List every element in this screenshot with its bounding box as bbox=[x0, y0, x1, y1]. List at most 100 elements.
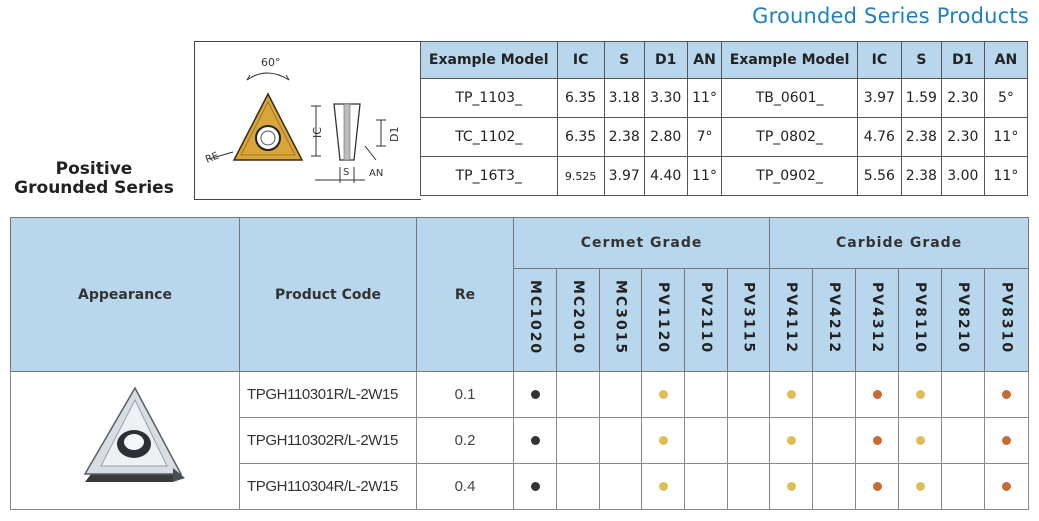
grade-cell bbox=[684, 463, 728, 510]
product-table-body: TPGH110301R/L-2W15 0.1 TPGH110302R/L-2W15 0… bbox=[10, 371, 1030, 510]
grade-cell bbox=[812, 417, 857, 464]
grade-cell bbox=[513, 371, 557, 418]
grade-cell bbox=[812, 463, 857, 510]
insert-geometry-diagram: 60° RE IC D1 S AN bbox=[194, 41, 421, 200]
spec-cell: 6.35 bbox=[556, 78, 605, 118]
grade-header: PV2110 bbox=[684, 268, 728, 372]
series-label: Positive Grounded Series bbox=[4, 160, 184, 198]
re-value: 0.1 bbox=[416, 371, 514, 418]
product-code: TPGH110304R/L-2W15 bbox=[239, 463, 417, 510]
d1-label: D1 bbox=[388, 127, 401, 142]
product-table: Appearance Product Code Re Cermet Grade … bbox=[10, 217, 1030, 510]
spec-cell: 11° bbox=[686, 156, 723, 196]
grade-label: PV3115 bbox=[740, 281, 757, 355]
grade-label: PV8210 bbox=[955, 281, 972, 355]
series-label-line1: Positive bbox=[55, 159, 133, 179]
spec-cell: 3.97 bbox=[603, 156, 645, 196]
gold-dot-icon bbox=[915, 435, 925, 445]
spec-cell: TP_16T3_ bbox=[420, 156, 558, 196]
spec-cell: TP_1103_ bbox=[420, 78, 558, 118]
product-row: TPGH110304R/L-2W15 0.4 bbox=[11, 463, 1030, 510]
appearance-header: Appearance bbox=[10, 217, 240, 372]
product-row: TPGH110301R/L-2W15 0.1 bbox=[10, 371, 1030, 510]
product-code: TPGH110301R/L-2W15 bbox=[239, 371, 417, 418]
gold-dot-icon bbox=[915, 481, 925, 491]
grade-cell bbox=[599, 463, 642, 510]
re-value: 0.4 bbox=[416, 463, 514, 510]
spec-cell: 3.97 bbox=[856, 78, 902, 118]
spec-cell: 2.80 bbox=[643, 117, 688, 157]
grade-label: PV2110 bbox=[698, 281, 714, 355]
spec-cell: 9.525 bbox=[556, 156, 605, 196]
grade-label: PV8110 bbox=[912, 281, 929, 355]
gold-dot-icon bbox=[915, 389, 925, 399]
insert-base bbox=[85, 474, 179, 482]
spec-table: Example Model IC S D1 AN Example Model I… bbox=[420, 41, 1029, 196]
group-header-row: Appearance Product Code Re Cermet Grade … bbox=[10, 217, 1030, 372]
grade-header: MC3015 bbox=[599, 268, 642, 372]
spec-cell: 4.40 bbox=[643, 156, 688, 196]
grade-label: PV1120 bbox=[655, 281, 671, 355]
spec-cell: 6.35 bbox=[556, 117, 605, 157]
spec-cell: 7° bbox=[686, 117, 723, 157]
spec-cell: 2.38 bbox=[900, 156, 942, 196]
gold-dot-icon bbox=[658, 389, 668, 399]
spec-cell: TB_0601_ bbox=[721, 78, 858, 118]
spec-header: AN bbox=[983, 41, 1029, 79]
grade-header: PV1120 bbox=[641, 268, 685, 372]
grade-cell bbox=[726, 417, 771, 464]
spec-cell: TP_0902_ bbox=[721, 156, 858, 196]
grade-cell bbox=[556, 463, 600, 510]
an-label: AN bbox=[369, 168, 383, 179]
gold-dot-icon bbox=[786, 389, 796, 399]
triangle-inner-edge bbox=[240, 101, 296, 156]
re-value: 0.2 bbox=[416, 417, 514, 464]
grade-header: MC1020 bbox=[513, 268, 557, 372]
spec-row: TC_1102_ 6.35 2.38 2.80 7° TP_0802_ 4.76… bbox=[420, 117, 1029, 157]
spec-header: S bbox=[900, 41, 942, 79]
grade-label: PV4312 bbox=[869, 281, 886, 355]
spec-cell: 5.56 bbox=[856, 156, 902, 196]
angle-arrows bbox=[246, 74, 290, 81]
grade-cell bbox=[684, 371, 728, 418]
black-dot-icon bbox=[530, 389, 540, 399]
spec-row: TP_16T3_ 9.525 3.97 4.40 11° TP_0902_ 5.… bbox=[420, 156, 1029, 196]
spec-cell: 5° bbox=[983, 78, 1029, 118]
grade-cell bbox=[898, 417, 943, 464]
spec-cell: 1.59 bbox=[900, 78, 942, 118]
grade-cell bbox=[941, 417, 986, 464]
gold-dot-icon bbox=[786, 481, 796, 491]
copper-dot-icon bbox=[1002, 389, 1012, 399]
insert-hole-highlight bbox=[124, 434, 144, 450]
angle-arc bbox=[246, 72, 290, 81]
copper-dot-icon bbox=[1002, 435, 1012, 445]
spec-header: D1 bbox=[940, 41, 985, 79]
grade-header: PV8210 bbox=[941, 268, 986, 372]
spec-row: TP_1103_ 6.35 3.18 3.30 11° TB_0601_ 3.9… bbox=[420, 78, 1029, 118]
grade-header: PV4112 bbox=[769, 268, 814, 372]
grade-cell bbox=[684, 417, 728, 464]
grade-cell bbox=[599, 371, 642, 418]
insert-appearance-image bbox=[83, 386, 185, 482]
product-code-header: Product Code bbox=[239, 217, 417, 372]
grade-header: PV8310 bbox=[984, 268, 1030, 372]
page-title: Grounded Series Products bbox=[752, 4, 1029, 28]
grade-header-row: MC1020 MC2010 MC3015 PV1120 PV2110 PV3115 PV41… bbox=[11, 268, 1030, 372]
black-dot-icon bbox=[530, 481, 540, 491]
grade-header: PV4312 bbox=[855, 268, 900, 372]
appearance-cell bbox=[10, 371, 240, 510]
ic-label: IC bbox=[311, 127, 324, 138]
spec-cell: TP_0802_ bbox=[721, 117, 858, 157]
copper-dot-icon bbox=[872, 435, 882, 445]
series-label-line2: Grounded Series bbox=[14, 178, 174, 198]
grade-cell bbox=[641, 463, 685, 510]
grade-cell bbox=[984, 463, 1030, 510]
spec-cell: TC_1102_ bbox=[420, 117, 558, 157]
spec-cell: 2.38 bbox=[603, 117, 645, 157]
spec-header: S bbox=[603, 41, 645, 79]
grade-cell bbox=[641, 417, 685, 464]
spec-header: IC bbox=[556, 41, 605, 79]
grade-cell bbox=[941, 463, 986, 510]
spec-cell: 2.38 bbox=[900, 117, 942, 157]
gold-dot-icon bbox=[658, 481, 668, 491]
